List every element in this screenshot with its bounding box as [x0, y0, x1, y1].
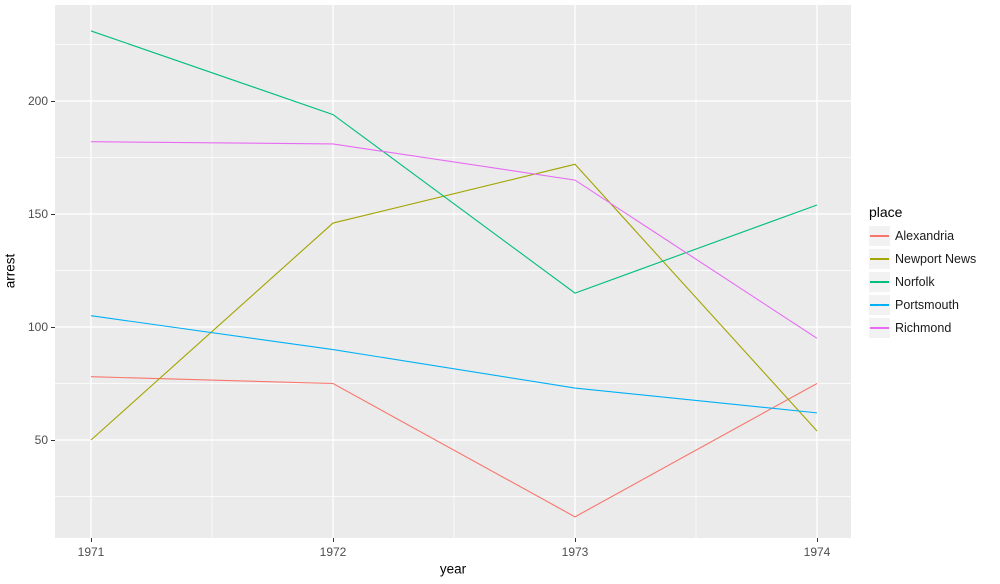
legend-line-icon — [870, 235, 889, 237]
legend-key-swatch — [869, 272, 890, 292]
legend-title: place — [869, 204, 903, 220]
legend-label: Newport News — [895, 252, 977, 266]
y-tick-label: 200 — [27, 94, 48, 108]
y-tick-label: 50 — [34, 433, 48, 447]
series-line-richmond — [90, 141, 818, 339]
y-tick-mark — [51, 326, 55, 328]
x-tick-label: 1973 — [561, 545, 589, 559]
x-tick-mark — [816, 538, 818, 542]
plot-panel — [55, 5, 851, 538]
series-line-norfolk — [90, 30, 818, 294]
legend-row: Portsmouth — [869, 295, 997, 315]
legend-key-swatch — [869, 318, 890, 338]
x-axis-title: year — [439, 561, 467, 577]
legend-row: Newport News — [869, 249, 997, 269]
x-tick-mark — [574, 538, 576, 542]
chart-canvas — [55, 5, 851, 538]
legend-key-swatch — [869, 226, 890, 246]
x-tick-label: 1971 — [77, 545, 105, 559]
legend-line-icon — [870, 304, 889, 306]
x-tick-label: 1972 — [319, 545, 347, 559]
legend-line-icon — [870, 327, 889, 329]
y-tick-label: 100 — [27, 320, 48, 334]
legend-key-swatch — [869, 249, 890, 269]
legend-row: Alexandria — [869, 226, 997, 246]
x-tick-mark — [90, 538, 92, 542]
y-tick-mark — [51, 213, 55, 215]
legend-label: Portsmouth — [895, 298, 959, 312]
y-tick-mark — [51, 439, 55, 441]
y-tick-label: 150 — [27, 207, 48, 221]
series-line-alexandria — [90, 376, 818, 518]
legend-line-icon — [870, 281, 889, 283]
x-tick-mark — [332, 538, 334, 542]
legend-row: Richmond — [869, 318, 997, 338]
y-tick-mark — [51, 100, 55, 102]
legend-line-icon — [870, 258, 889, 260]
series-line-newport-news — [90, 163, 818, 441]
x-tick-label: 1974 — [803, 545, 831, 559]
legend-label: Norfolk — [895, 275, 935, 289]
legend-label: Richmond — [895, 321, 952, 335]
series-line-portsmouth — [90, 315, 818, 414]
legend: place Alexandria Newport News Norfolk Po… — [869, 204, 997, 341]
legend-row: Norfolk — [869, 272, 997, 292]
legend-key-swatch — [869, 295, 890, 315]
y-axis-title: arrest — [2, 253, 18, 289]
legend-label: Alexandria — [895, 229, 955, 243]
